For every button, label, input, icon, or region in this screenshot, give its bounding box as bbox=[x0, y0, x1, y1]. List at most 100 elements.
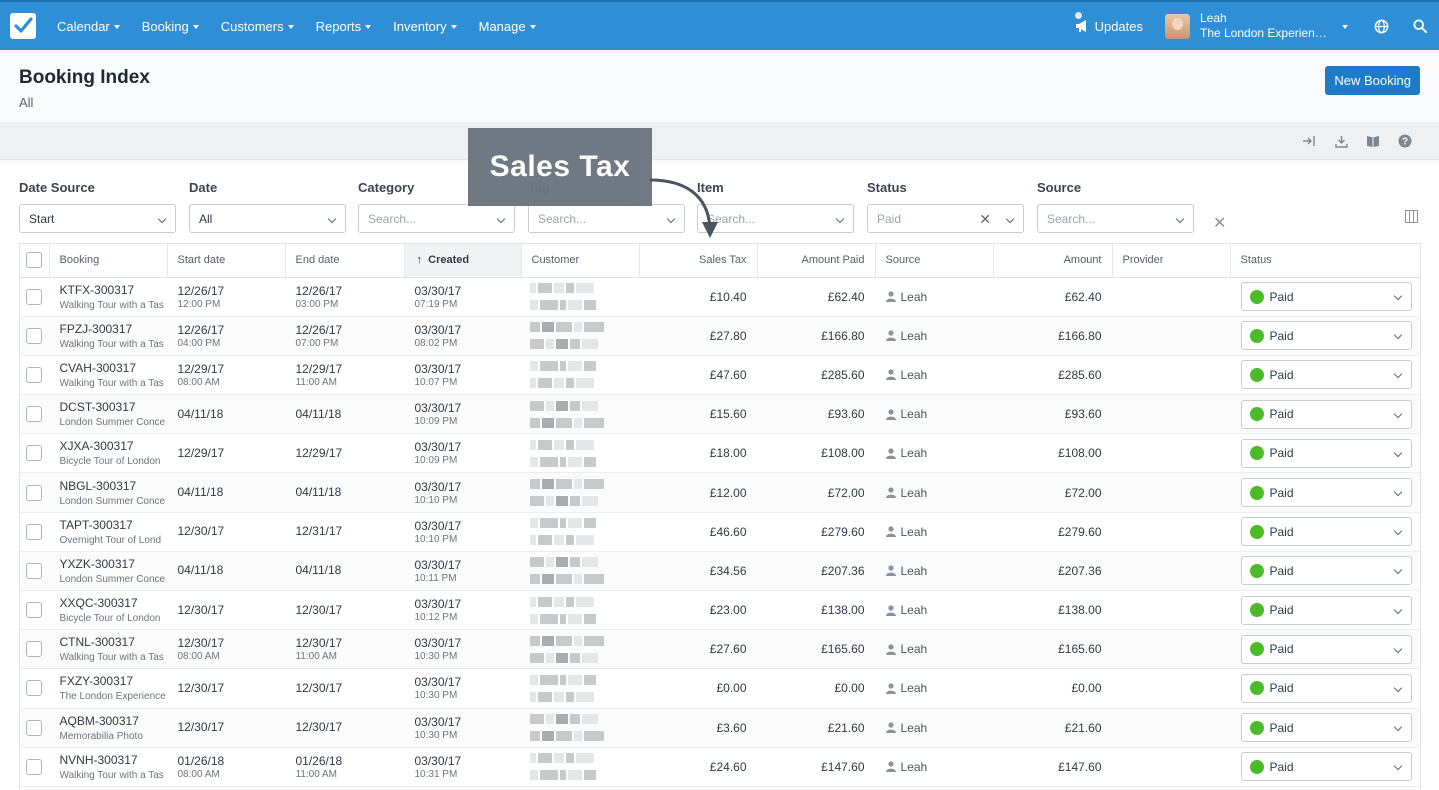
booking-code[interactable]: NBGL-300317 bbox=[59, 478, 137, 493]
table-row[interactable]: XJXA-300317 Bicycle Tour of London 12/29… bbox=[20, 433, 1420, 474]
user-caret-down-icon[interactable] bbox=[1342, 25, 1348, 29]
row-checkbox[interactable] bbox=[26, 562, 43, 579]
row-checkbox[interactable] bbox=[26, 406, 43, 423]
table-row[interactable]: TAPT-300317 Overnight Tour of Lond 12/30… bbox=[20, 512, 1420, 552]
col-created[interactable]: ↑ Created bbox=[404, 244, 522, 278]
booking-cell[interactable]: NVNH-300317 Walking Tour with a Tas bbox=[49, 747, 167, 787]
download-icon[interactable] bbox=[1333, 133, 1349, 149]
col-customer[interactable]: Customer bbox=[521, 244, 640, 278]
booking-cell[interactable]: XXQC-300317 Bicycle Tour of London bbox=[49, 590, 167, 631]
booking-cell[interactable]: DCST-300317 London Summer Conce bbox=[49, 394, 167, 435]
booking-cell[interactable]: FXZY-300317 The London Experience bbox=[49, 668, 167, 709]
row-checkbox[interactable] bbox=[26, 484, 43, 501]
select-all-checkbox-cell[interactable] bbox=[20, 244, 50, 278]
status-dropdown[interactable]: Paid bbox=[1240, 282, 1412, 312]
help-icon[interactable]: ? bbox=[1397, 133, 1413, 149]
booking-code[interactable]: KTFX-300317 bbox=[59, 282, 135, 297]
date-select[interactable]: All bbox=[189, 204, 346, 233]
select-all-checkbox[interactable] bbox=[26, 252, 43, 269]
booking-code[interactable]: FXZY-300317 bbox=[59, 674, 134, 689]
row-checkbox-cell[interactable] bbox=[20, 512, 49, 552]
search-icon[interactable] bbox=[1413, 19, 1427, 33]
col-status[interactable]: Status bbox=[1230, 244, 1420, 278]
col-amount-paid[interactable]: Amount Paid bbox=[757, 244, 876, 278]
status-dropdown[interactable]: Paid bbox=[1240, 360, 1412, 390]
row-checkbox[interactable] bbox=[26, 602, 43, 619]
updates-button[interactable]: Updates bbox=[1074, 11, 1143, 34]
book-icon[interactable] bbox=[1365, 133, 1381, 149]
nav-inventory[interactable]: Inventory bbox=[393, 19, 457, 34]
category-search[interactable]: Search... bbox=[358, 204, 515, 233]
booking-code[interactable]: CTNL-300317 bbox=[59, 635, 135, 650]
booking-code[interactable]: DCST-300317 bbox=[59, 400, 136, 415]
table-row[interactable]: FXZY-300317 The London Experience 12/30/… bbox=[20, 668, 1420, 709]
status-dropdown[interactable]: Paid bbox=[1240, 399, 1412, 429]
booking-code[interactable]: YXZK-300317 bbox=[59, 556, 135, 571]
booking-code[interactable]: CVAH-300317 bbox=[59, 360, 137, 375]
table-row[interactable]: CTNL-300317 Walking Tour with a Tas 12/3… bbox=[20, 629, 1420, 670]
booking-code[interactable]: FPZJ-300317 bbox=[59, 321, 133, 336]
row-checkbox-cell[interactable] bbox=[20, 472, 49, 513]
row-checkbox-cell[interactable] bbox=[20, 355, 49, 396]
booking-cell[interactable]: CTNL-300317 Walking Tour with a Tas bbox=[49, 629, 167, 670]
nav-customers[interactable]: Customers bbox=[221, 19, 294, 34]
row-checkbox-cell[interactable] bbox=[20, 629, 49, 670]
row-checkbox-cell[interactable] bbox=[20, 394, 49, 435]
status-dropdown[interactable]: Paid bbox=[1240, 634, 1412, 664]
columns-icon[interactable] bbox=[1405, 210, 1418, 223]
row-checkbox[interactable] bbox=[26, 366, 43, 383]
table-row[interactable]: FPZJ-300317 Walking Tour with a Tas 12/2… bbox=[20, 316, 1420, 356]
new-booking-button[interactable]: New Booking bbox=[1325, 66, 1420, 95]
nav-manage[interactable]: Manage bbox=[479, 19, 536, 34]
checkmark-logo-icon[interactable] bbox=[10, 13, 36, 39]
status-dropdown[interactable]: Paid bbox=[1240, 321, 1412, 351]
col-start-date[interactable]: Start date bbox=[167, 244, 286, 278]
row-checkbox-cell[interactable] bbox=[20, 433, 49, 474]
nav-booking[interactable]: Booking bbox=[142, 19, 199, 34]
date-source-select[interactable]: Start bbox=[19, 204, 176, 233]
import-icon[interactable] bbox=[1301, 133, 1317, 149]
row-checkbox[interactable] bbox=[26, 758, 43, 775]
table-row[interactable]: NBGL-300317 London Summer Conce 04/11/18… bbox=[20, 472, 1420, 513]
booking-code[interactable]: XJXA-300317 bbox=[59, 439, 134, 454]
booking-cell[interactable]: NBGL-300317 London Summer Conce bbox=[49, 472, 167, 513]
col-end-date[interactable]: End date bbox=[285, 244, 405, 278]
booking-cell[interactable]: XJXA-300317 Bicycle Tour of London bbox=[49, 433, 167, 474]
table-row[interactable]: NVNH-300317 Walking Tour with a Tas 01/2… bbox=[20, 747, 1420, 787]
col-provider[interactable]: Provider bbox=[1112, 244, 1231, 278]
globe-icon[interactable] bbox=[1374, 19, 1389, 34]
status-select[interactable]: Paid ✕ bbox=[867, 204, 1024, 233]
booking-cell[interactable]: AQBM-300317 Memorabilia Photo bbox=[49, 708, 167, 748]
row-checkbox[interactable] bbox=[26, 288, 43, 305]
status-dropdown[interactable]: Paid bbox=[1240, 478, 1412, 508]
col-source[interactable]: Source bbox=[875, 244, 994, 278]
source-search[interactable]: Search... bbox=[1037, 204, 1194, 233]
row-checkbox-cell[interactable] bbox=[20, 747, 49, 787]
row-checkbox[interactable] bbox=[26, 445, 43, 462]
row-checkbox[interactable] bbox=[26, 641, 43, 658]
booking-cell[interactable]: CVAH-300317 Walking Tour with a Tas bbox=[49, 355, 167, 396]
status-dropdown[interactable]: Paid bbox=[1240, 713, 1412, 743]
status-dropdown[interactable]: Paid bbox=[1240, 438, 1412, 468]
booking-code[interactable]: XXQC-300317 bbox=[59, 596, 138, 611]
row-checkbox-cell[interactable] bbox=[20, 668, 49, 709]
table-row[interactable]: XXQC-300317 Bicycle Tour of London 12/30… bbox=[20, 590, 1420, 631]
status-dropdown[interactable]: Paid bbox=[1240, 673, 1412, 703]
row-checkbox-cell[interactable] bbox=[20, 551, 49, 592]
booking-code[interactable]: AQBM-300317 bbox=[59, 713, 139, 728]
table-row[interactable]: CVAH-300317 Walking Tour with a Tas 12/2… bbox=[20, 355, 1420, 396]
row-checkbox[interactable] bbox=[26, 327, 43, 344]
row-checkbox[interactable] bbox=[26, 680, 43, 697]
nav-calendar[interactable]: Calendar bbox=[57, 19, 120, 34]
booking-cell[interactable]: TAPT-300317 Overnight Tour of Lond bbox=[49, 512, 167, 552]
booking-cell[interactable]: KTFX-300317 Walking Tour with a Tas bbox=[49, 277, 167, 317]
status-dropdown[interactable]: Paid bbox=[1240, 517, 1412, 547]
nav-reports[interactable]: Reports bbox=[316, 19, 372, 34]
row-checkbox[interactable] bbox=[26, 523, 43, 540]
status-dropdown[interactable]: Paid bbox=[1240, 595, 1412, 625]
row-checkbox[interactable] bbox=[26, 719, 43, 736]
booking-cell[interactable]: YXZK-300317 London Summer Conce bbox=[49, 551, 167, 592]
avatar[interactable] bbox=[1165, 13, 1190, 39]
row-checkbox-cell[interactable] bbox=[20, 277, 49, 317]
table-row[interactable]: DCST-300317 London Summer Conce 04/11/18… bbox=[20, 394, 1420, 435]
